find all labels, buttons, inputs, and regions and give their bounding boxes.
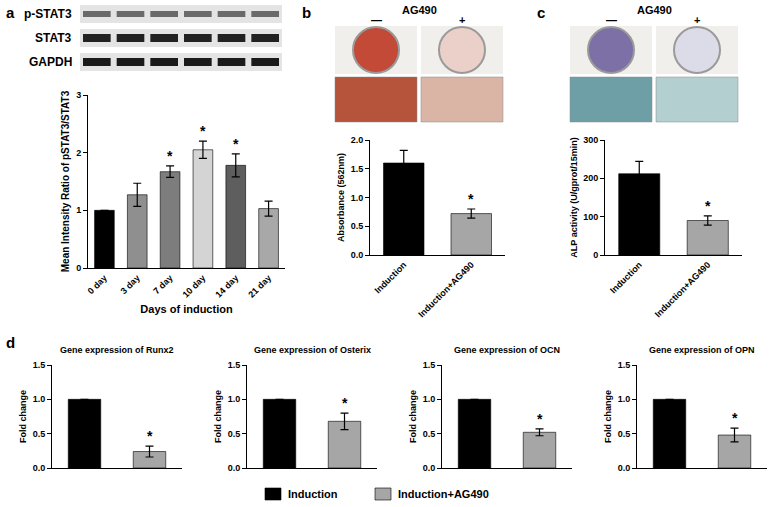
svg-text:+: + xyxy=(694,14,700,26)
svg-text:Induction: Induction xyxy=(373,260,409,296)
svg-text:*: * xyxy=(147,428,153,444)
svg-text:—: — xyxy=(371,14,382,26)
svg-text:1.0: 1.0 xyxy=(423,394,436,404)
svg-text:0.5: 0.5 xyxy=(351,221,364,231)
svg-text:0.5: 0.5 xyxy=(228,429,241,439)
svg-text:7 day: 7 day xyxy=(151,273,174,296)
svg-text:p-STAT3: p-STAT3 xyxy=(24,7,72,21)
svg-text:STAT3: STAT3 xyxy=(35,31,72,45)
svg-text:1.5: 1.5 xyxy=(423,360,436,370)
svg-text:Induction: Induction xyxy=(288,488,338,500)
svg-text:100: 100 xyxy=(583,212,598,222)
svg-text:Gene expression of Osterix: Gene expression of Osterix xyxy=(254,345,371,355)
svg-text:Fold change: Fold change xyxy=(213,390,223,443)
svg-text:3 day: 3 day xyxy=(119,273,142,296)
svg-text:*: * xyxy=(167,148,173,164)
svg-text:*: * xyxy=(342,395,348,411)
svg-text:AG490: AG490 xyxy=(402,4,437,16)
svg-text:—: — xyxy=(606,14,617,26)
svg-text:*: * xyxy=(705,198,711,214)
svg-text:1.5: 1.5 xyxy=(228,360,241,370)
svg-text:ALP activity (U/gprot/15min): ALP activity (U/gprot/15min) xyxy=(569,137,579,257)
svg-text:+: + xyxy=(459,14,465,26)
svg-text:2: 2 xyxy=(76,148,81,158)
svg-text:Mean Intensity Ratio of pSTAT3: Mean Intensity Ratio of pSTAT3/STAT3 xyxy=(60,90,71,272)
svg-text:Gene expression of OPN: Gene expression of OPN xyxy=(649,345,755,355)
svg-text:1: 1 xyxy=(76,205,81,215)
svg-text:1.5: 1.5 xyxy=(351,164,364,174)
svg-text:1.0: 1.0 xyxy=(351,193,364,203)
svg-text:Induction+AG490: Induction+AG490 xyxy=(416,260,476,320)
svg-text:2.0: 2.0 xyxy=(351,135,364,145)
svg-text:Induction: Induction xyxy=(608,260,644,296)
svg-text:d: d xyxy=(6,334,15,351)
svg-text:*: * xyxy=(732,410,738,426)
svg-text:0: 0 xyxy=(593,250,598,260)
svg-text:1.0: 1.0 xyxy=(618,394,631,404)
svg-text:21 day: 21 day xyxy=(246,273,273,300)
svg-text:0.0: 0.0 xyxy=(423,463,436,473)
svg-text:1.5: 1.5 xyxy=(33,360,46,370)
svg-text:0.5: 0.5 xyxy=(618,429,631,439)
svg-text:1.0: 1.0 xyxy=(228,394,241,404)
svg-text:Days of induction: Days of induction xyxy=(140,303,233,315)
svg-text:*: * xyxy=(537,411,543,427)
svg-text:0: 0 xyxy=(76,263,81,273)
svg-text:Gene expression of OCN: Gene expression of OCN xyxy=(454,345,560,355)
svg-text:Fold change: Fold change xyxy=(603,390,613,443)
svg-text:*: * xyxy=(468,191,474,207)
svg-text:AG490: AG490 xyxy=(637,4,672,16)
svg-text:Gene expression of Runx2: Gene expression of Runx2 xyxy=(60,345,174,355)
svg-text:Absorbance (562nm): Absorbance (562nm) xyxy=(336,153,346,242)
svg-text:0.0: 0.0 xyxy=(33,463,46,473)
svg-text:10 day: 10 day xyxy=(181,273,208,300)
svg-text:200: 200 xyxy=(583,173,598,183)
svg-text:14 day: 14 day xyxy=(213,273,240,300)
svg-text:Induction+AG490: Induction+AG490 xyxy=(398,488,489,500)
svg-text:0 day: 0 day xyxy=(86,273,109,296)
svg-text:3: 3 xyxy=(76,90,81,100)
svg-text:Fold change: Fold change xyxy=(18,390,28,443)
svg-text:*: * xyxy=(200,123,206,139)
svg-text:1.5: 1.5 xyxy=(618,360,631,370)
svg-text:a: a xyxy=(6,4,15,21)
svg-text:1.0: 1.0 xyxy=(33,394,46,404)
svg-text:*: * xyxy=(233,136,239,152)
svg-text:0.0: 0.0 xyxy=(228,463,241,473)
svg-text:b: b xyxy=(302,4,311,21)
svg-text:c: c xyxy=(537,4,545,21)
svg-text:0.5: 0.5 xyxy=(33,429,46,439)
svg-text:300: 300 xyxy=(583,135,598,145)
svg-text:GAPDH: GAPDH xyxy=(29,55,72,69)
svg-text:0.5: 0.5 xyxy=(423,429,436,439)
svg-text:0.0: 0.0 xyxy=(618,463,631,473)
svg-text:Fold change: Fold change xyxy=(408,390,418,443)
svg-text:0.0: 0.0 xyxy=(351,250,364,260)
svg-text:Induction+AG490: Induction+AG490 xyxy=(653,260,713,320)
